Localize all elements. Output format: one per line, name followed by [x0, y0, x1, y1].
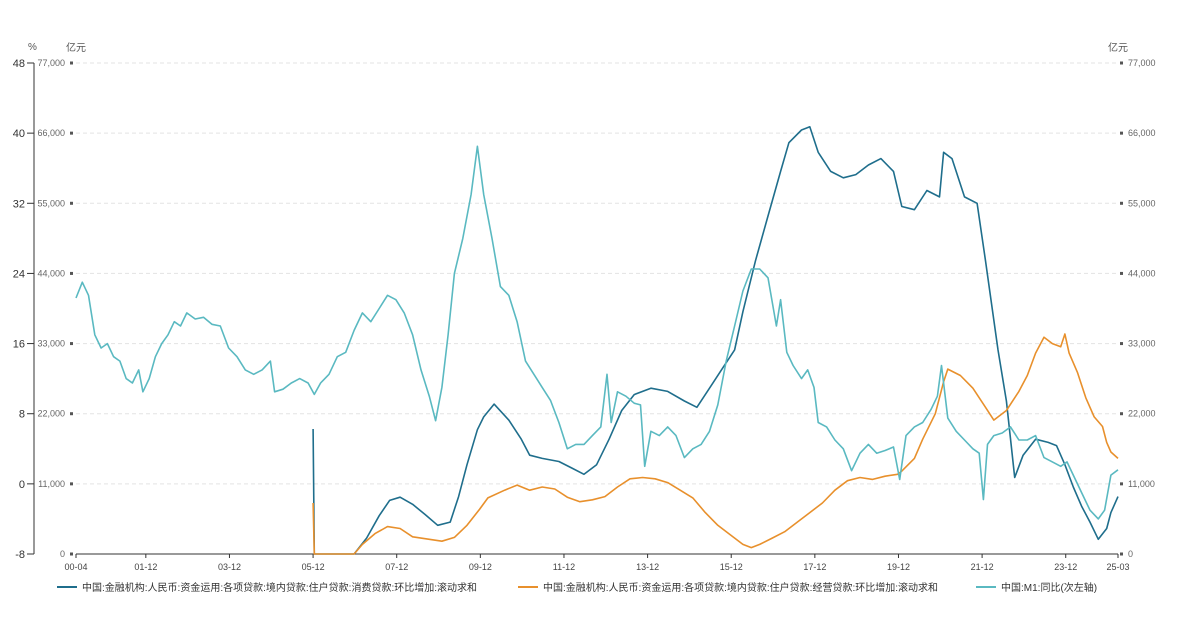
x-tick-label: 11-12 — [553, 562, 575, 572]
axes: % 亿元 亿元 48 77,000 77,000 40 66,000 66,000 32 55… — [13, 41, 1156, 572]
left-outer-tick-label: -8 — [15, 549, 25, 561]
right-tick-label: 55,000 — [1128, 198, 1156, 208]
left-inner-tick-label: 44,000 — [37, 268, 65, 278]
left-outer-axis-unit: % — [28, 42, 37, 53]
left-inner-tick-mark — [70, 552, 73, 556]
right-tick-mark — [1120, 482, 1123, 486]
right-tick-label: 66,000 — [1128, 128, 1156, 138]
right-tick-mark — [1120, 201, 1123, 205]
right-tick-mark — [1120, 131, 1123, 135]
x-tick-label: 07-12 — [385, 562, 408, 572]
left-inner-tick-mark — [70, 271, 73, 275]
right-tick-label: 77,000 — [1128, 58, 1156, 68]
series-line-1 — [312, 126, 1119, 555]
x-tick-label: 17-12 — [803, 562, 826, 572]
right-tick-label: 22,000 — [1128, 409, 1156, 419]
x-tick-label: 15-12 — [720, 562, 743, 572]
left-outer-tick-label: 8 — [19, 409, 25, 421]
legend: 中国:金融机构:人民币:资金运用:各项贷款:境内贷款:住户贷款:消费贷款:环比增… — [57, 581, 1097, 594]
x-tick-label: 19-12 — [887, 562, 910, 572]
left-inner-tick-label: 11,000 — [38, 479, 65, 489]
x-tick-label: 23-12 — [1054, 562, 1077, 572]
left-inner-tick-mark — [70, 412, 73, 416]
x-tick-label: 09-12 — [469, 562, 492, 572]
left-inner-tick-label: 22,000 — [37, 409, 65, 419]
legend-label: 中国:金融机构:人民币:资金运用:各项贷款:境内贷款:住户贷款:经营贷款:环比增… — [543, 581, 938, 594]
left-outer-tick-label: 24 — [13, 268, 25, 280]
left-inner-tick-label: 55,000 — [37, 198, 65, 208]
x-tick-label: 13-12 — [636, 562, 659, 572]
left-outer-tick-label: 16 — [13, 339, 25, 351]
left-outer-tick-label: 32 — [13, 198, 25, 210]
series-lines — [75, 126, 1119, 555]
right-tick-mark — [1120, 552, 1123, 556]
right-tick-mark — [1120, 412, 1123, 416]
series-line-2 — [312, 333, 1119, 555]
right-tick-label: 44,000 — [1128, 268, 1156, 278]
left-inner-tick-label: 33,000 — [37, 339, 65, 349]
right-tick-mark — [1120, 342, 1123, 346]
left-inner-tick-mark — [70, 61, 73, 65]
right-tick-label: 33,000 — [1128, 339, 1156, 349]
gridlines — [76, 62, 1118, 485]
x-tick-label: 01-12 — [134, 562, 157, 572]
left-inner-tick-label: 0 — [60, 549, 65, 559]
left-inner-axis-unit: 亿元 — [66, 41, 86, 54]
series-line-3 — [75, 145, 1119, 520]
left-inner-tick-mark — [70, 201, 73, 205]
right-tick-label: 0 — [1128, 549, 1133, 559]
left-outer-tick-label: 0 — [19, 479, 25, 491]
x-tick-label: 21-12 — [971, 562, 994, 572]
right-axis-unit: 亿元 — [1108, 41, 1128, 54]
x-tick-label: 03-12 — [218, 562, 241, 572]
left-inner-tick-mark — [70, 342, 73, 346]
right-tick-mark — [1120, 271, 1123, 275]
x-tick-label: 05-12 — [302, 562, 325, 572]
right-tick-label: 11,000 — [1128, 479, 1155, 489]
x-tick-label: 00-04 — [64, 562, 87, 572]
left-inner-tick-mark — [70, 131, 73, 135]
left-inner-tick-label: 66,000 — [37, 128, 65, 138]
legend-label: 中国:金融机构:人民币:资金运用:各项贷款:境内贷款:住户贷款:消费贷款:环比增… — [82, 581, 477, 594]
left-outer-tick-label: 40 — [13, 128, 25, 140]
legend-label: 中国:M1:同比(次左轴) — [1001, 581, 1097, 594]
left-inner-tick-mark — [70, 482, 73, 486]
right-tick-mark — [1120, 61, 1123, 65]
left-outer-tick-label: 48 — [13, 58, 25, 70]
left-inner-tick-label: 77,000 — [37, 58, 65, 68]
x-tick-label: 25-03 — [1106, 562, 1129, 572]
